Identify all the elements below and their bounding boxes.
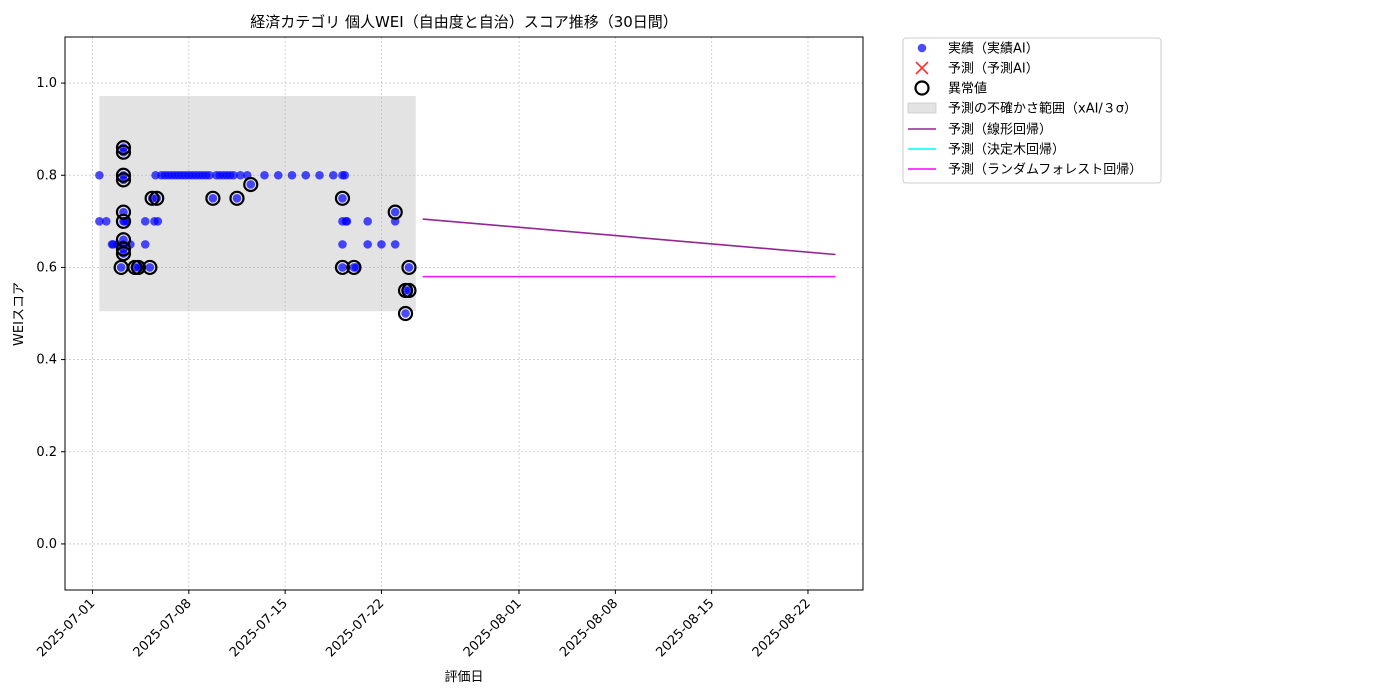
x-axis-label: 評価日 [444,670,483,685]
anomaly-marker [115,245,132,262]
anomaly-marker [115,144,132,160]
anomaly-marker [346,259,362,276]
actual-point [153,217,163,226]
anomaly-markers-layer [113,140,417,322]
actual-point [340,170,350,180]
anomaly-marker [115,204,132,220]
actual-point [315,170,324,180]
chart-title: 経済カテゴリ 個人WEI（自由度と自治）スコア推移（30日間） [250,13,678,31]
plot-frame [64,36,864,591]
anomaly-marker [115,167,132,183]
x-tick-label: 2025-07-08 [131,596,195,660]
actual-point [401,309,410,318]
anomaly-marker [149,190,165,206]
actual-point [342,217,352,226]
x-tick-label: 2025-07-15 [227,596,291,660]
actual-point [246,180,256,189]
actual-point [205,170,214,180]
actual-point [338,263,347,272]
actual-point [116,263,126,272]
actual-point [390,207,400,217]
anomaly-marker [401,282,417,299]
grid [65,37,863,590]
actual-point [140,240,150,249]
actual-point [377,240,386,249]
x-tick-label: 2025-08-22 [750,596,814,660]
anomaly-marker [387,204,403,220]
legend-box [902,37,1162,184]
y-tick-label: 0.8 [36,168,57,183]
actual-point [232,193,242,203]
actual-point [301,170,311,180]
y-tick-label: 0.4 [36,353,57,368]
actual-point [140,217,150,226]
actual-point [287,170,297,180]
anomaly-marker [397,305,414,322]
actual-point [338,240,347,249]
actual-point [260,170,269,180]
actual-point [338,193,347,203]
actual-point [363,217,372,226]
actual-point [126,240,135,249]
actual-point [328,170,338,180]
legend-label: 予測（ランダムフォレスト回帰） [948,162,1142,178]
actual-point [404,263,414,272]
legend-marker-predicted [915,61,929,75]
anomaly-marker [115,213,132,229]
legend-label: 予測の不確かさ範囲（xAI/３σ） [948,101,1137,117]
legend-label: 予測（決定木回帰） [948,142,1065,158]
actual-point [390,240,400,249]
anomaly-marker [334,259,351,276]
legend-label: 実績（実績AI） [948,41,1039,57]
actual-point [95,170,104,180]
legend-label: 予測（予測AI） [948,62,1039,77]
actual-points-layer [95,143,414,318]
y-tick-label: 0.6 [36,260,57,275]
prediction-lines-layer [422,218,836,278]
anomaly-marker [401,259,417,276]
actual-point [95,217,104,226]
legend-marker-actual [917,43,927,53]
actual-point [101,217,111,226]
anomaly-marker [115,172,132,188]
x-tick-label: 2025-07-01 [34,596,98,660]
legend-marker-band [907,102,937,114]
legend-label: 異常値 [948,81,987,97]
anomaly-marker [115,140,132,156]
x-tick-label: 2025-08-08 [557,596,621,660]
anomaly-marker [130,259,146,276]
anomaly-marker [243,176,259,193]
anomaly-marker [334,190,351,206]
actual-point [236,170,245,180]
x-tick-label: 2025-08-01 [461,596,525,660]
y-tick-label: 0.2 [36,445,57,460]
x-tick-label: 2025-07-22 [323,596,387,660]
actual-point [208,193,218,203]
x-axis-ticks: 2025-07-01 2025-07-08 2025-07-15 2025-07-22… [34,590,814,660]
prediction-line [422,218,836,256]
anomaly-marker [229,190,245,206]
y-axis-label: WEIスコア [12,282,27,346]
legend-label: 予測（線形回帰） [948,122,1052,138]
anomaly-marker [144,190,160,206]
actual-point [363,240,372,249]
anomaly-marker [115,241,132,257]
actual-point [145,263,155,272]
actual-point [229,170,238,180]
anomaly-marker [205,190,221,206]
y-axis-ticks: 0.0 0.2 0.4 0.6 0.8 1.0 [36,76,65,552]
actual-point [351,263,361,272]
legend-marker-anomaly [914,80,930,96]
x-tick-label: 2025-08-15 [653,596,717,660]
y-tick-label: 1.0 [36,76,57,91]
anomaly-marker [142,259,158,276]
actual-point [273,170,283,180]
y-tick-label: 0.0 [36,537,57,552]
